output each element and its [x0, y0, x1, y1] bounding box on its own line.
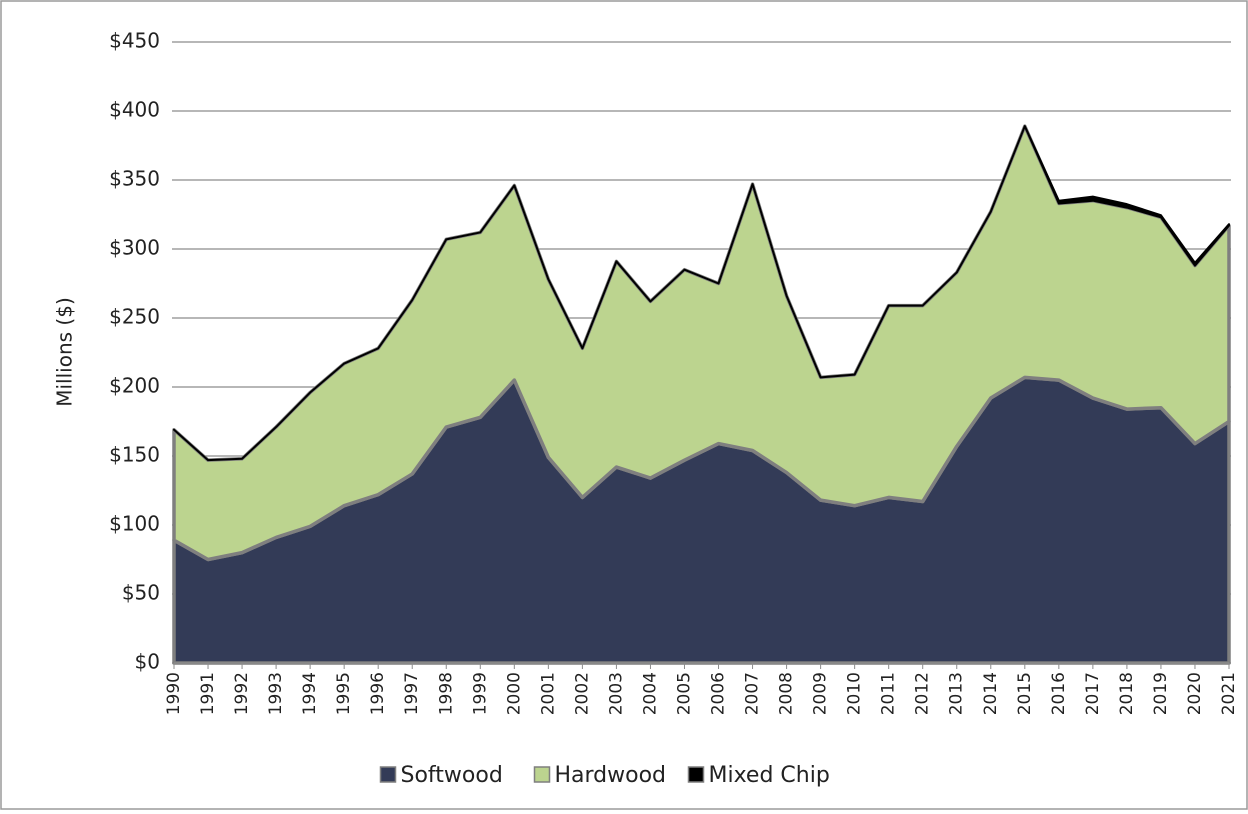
y-tick-label: $300 — [109, 236, 160, 260]
x-tick-label: 2013 — [947, 672, 967, 715]
x-tick-label: 1997 — [402, 672, 422, 715]
legend-swatch — [379, 766, 397, 783]
x-tick-label: 2019 — [1151, 672, 1171, 715]
x-tick-label: 1993 — [266, 672, 286, 715]
x-tick-label: 2021 — [1219, 672, 1239, 715]
x-tick-label: 2004 — [640, 672, 660, 715]
legend-label: Mixed Chip — [709, 763, 830, 788]
y-tick-label: $250 — [109, 305, 160, 329]
x-tick-label: 1990 — [164, 672, 184, 715]
x-tick-label: 2011 — [879, 672, 899, 715]
x-tick-label: 2010 — [845, 672, 865, 715]
x-tick-label: 2016 — [1049, 672, 1069, 715]
y-tick-label: $100 — [109, 512, 160, 536]
legend-swatch — [687, 766, 705, 783]
x-tick-label: 2007 — [743, 672, 763, 715]
y-tick-label: $400 — [109, 98, 160, 122]
x-tick-label: 2001 — [538, 672, 558, 715]
y-tick-label: $50 — [122, 581, 160, 605]
x-tick-label: 1994 — [300, 672, 320, 715]
x-tick-label: 1999 — [470, 672, 490, 715]
x-tick-label: 1992 — [232, 672, 252, 715]
x-tick-label: 2014 — [981, 672, 1001, 715]
x-tick-label: 2005 — [674, 672, 694, 715]
legend-swatch — [533, 766, 551, 783]
y-tick-label: $150 — [109, 443, 160, 467]
y-axis-title: Millions ($) — [53, 297, 77, 407]
x-tick-label: 2017 — [1083, 672, 1103, 715]
y-tick-label: $200 — [109, 374, 160, 398]
area — [173, 125, 1230, 462]
y-tick-label: $0 — [135, 650, 160, 674]
x-tick-label: 2020 — [1185, 672, 1205, 715]
x-tick-label: 2000 — [504, 672, 524, 715]
x-tick-label: 1996 — [368, 672, 388, 715]
x-tick-label: 2002 — [572, 672, 592, 715]
x-tick-label: 2009 — [811, 672, 831, 715]
x-tick-label: 2006 — [709, 672, 729, 715]
x-tick-label: 2008 — [777, 672, 797, 715]
legend-label: Hardwood — [555, 763, 667, 788]
x-tick-label: 2018 — [1117, 672, 1137, 715]
legend-label: Softwood — [401, 763, 503, 788]
x-tick-label: 2012 — [913, 672, 933, 715]
x-tick-label: 2003 — [606, 672, 626, 715]
x-tick-label: 1991 — [198, 672, 218, 715]
y-tick-label: $350 — [109, 167, 160, 191]
x-tick-label: 1995 — [334, 672, 354, 715]
x-tick-label: 1998 — [436, 672, 456, 715]
x-tick-label: 2015 — [1015, 672, 1035, 715]
y-tick-label: $450 — [109, 29, 160, 53]
